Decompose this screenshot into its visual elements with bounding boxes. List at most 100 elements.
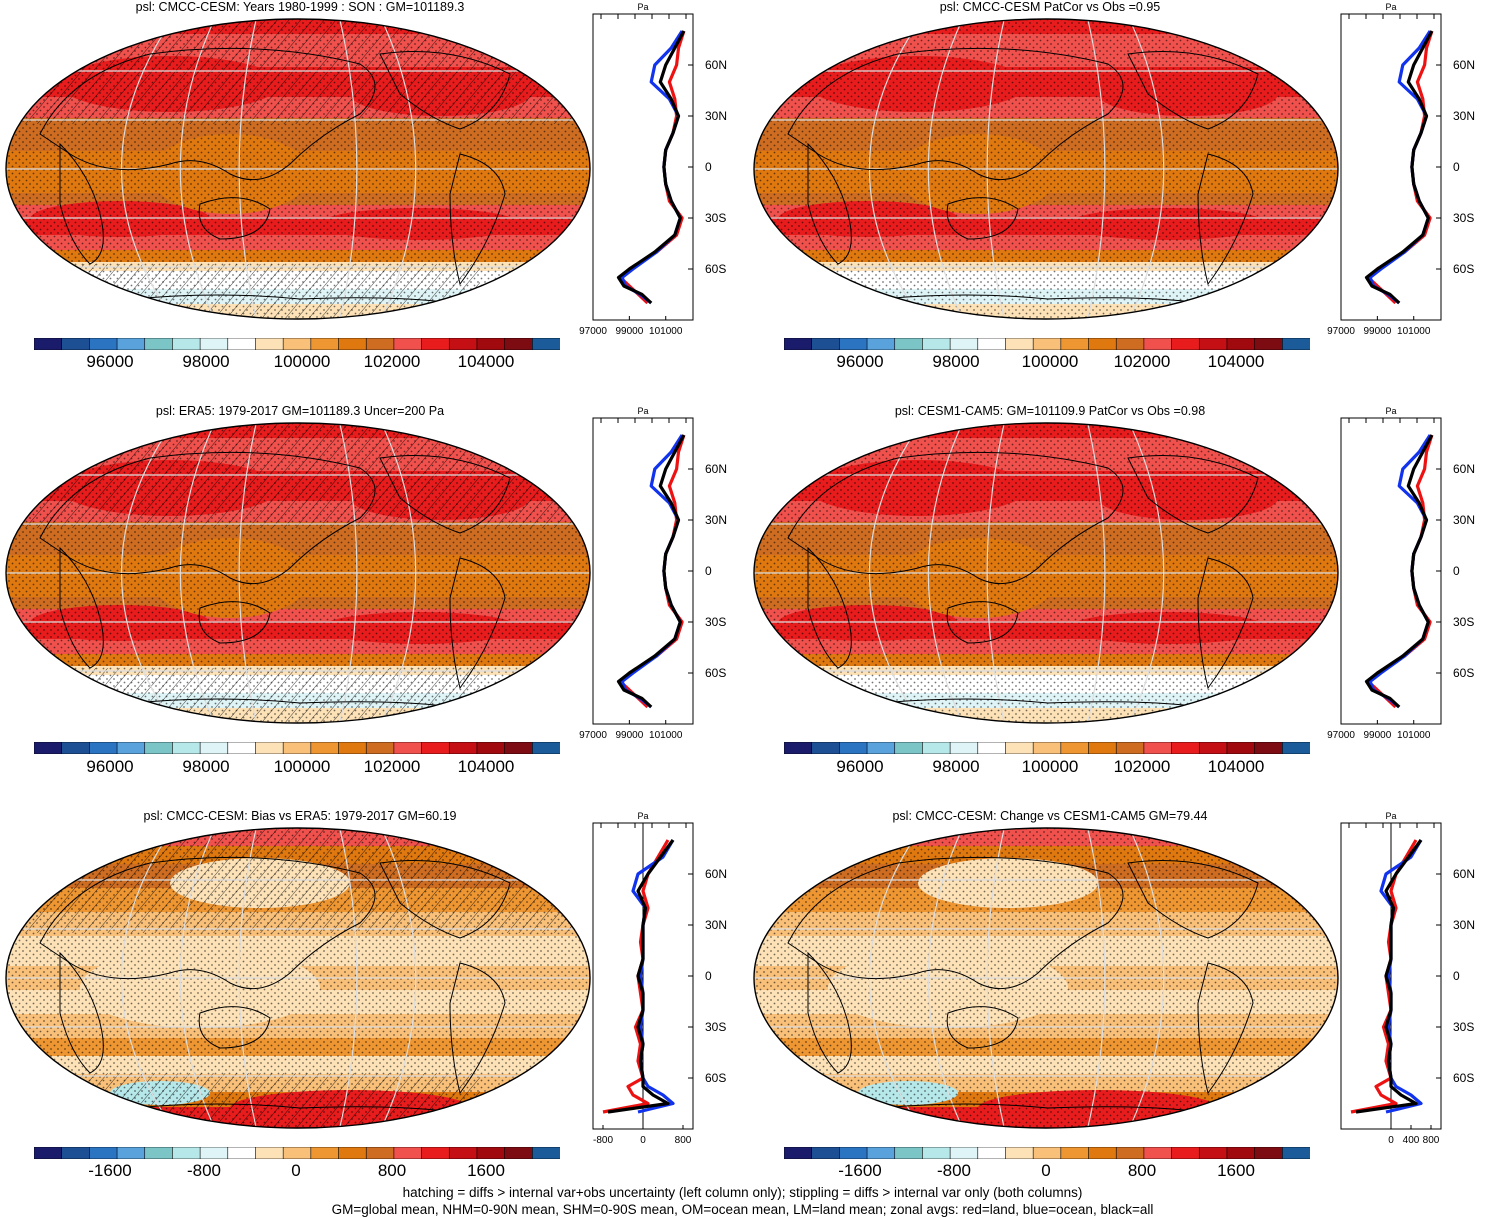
- cbar5-label: -800: [186, 1161, 222, 1180]
- coastline-eurasia: [787, 451, 1124, 585]
- colorbar-swatch: [116, 742, 146, 754]
- longitude-line: [927, 828, 964, 1128]
- profile-series-all: [616, 30, 686, 305]
- hatching: [6, 19, 590, 124]
- coastline-south-america: [449, 557, 506, 690]
- profile-lat-label: 60N: [1453, 867, 1475, 881]
- zonal-profile-1: Pa 60N 30N 0 30S 60S 97000 99000 101000: [579, 2, 727, 337]
- graticule: [754, 19, 1338, 319]
- longitude-line: [986, 828, 1005, 1128]
- panel-title-5: psl: CMCC-CESM: Bias vs ERA5: 1979-2017 …: [143, 809, 457, 823]
- colorbar-swatch: [1198, 1147, 1228, 1159]
- colorbar-swatch: [866, 1147, 896, 1159]
- longitude-line: [380, 423, 417, 723]
- coastline-south-america: [1197, 962, 1254, 1095]
- coastline-australia: [946, 197, 1019, 240]
- colorbar-swatch: [866, 742, 896, 754]
- longitude-line: [380, 828, 417, 1128]
- cbar6-label: -800: [936, 1161, 972, 1180]
- profile-x-label: 99000: [615, 326, 643, 337]
- longitude-line: [238, 828, 257, 1128]
- colorbar-swatch: [784, 1147, 813, 1159]
- profile-x-label: -800: [593, 1135, 613, 1146]
- colorbar-swatch: [476, 338, 506, 350]
- map-outline: [753, 18, 1339, 320]
- cbar4-label: 104000: [1207, 757, 1265, 776]
- longitude-line: [339, 828, 358, 1128]
- colorbar-swatch: [1282, 1147, 1310, 1159]
- colorbar-3: [34, 742, 560, 754]
- colorbar-swatch: [839, 1147, 868, 1159]
- coastline-south-america: [1197, 557, 1254, 690]
- colorbar-swatch: [365, 742, 395, 754]
- profile-x-label: 97000: [579, 326, 607, 337]
- panel-title-1: psl: CMCC-CESM: Years 1980-1999 : SON : …: [135, 0, 465, 14]
- profile-lat-label: 30N: [705, 109, 727, 123]
- panel-title-2: psl: CMCC-CESM PatCor vs Obs =0.95: [939, 0, 1161, 14]
- graticule: [754, 828, 1338, 1128]
- profile-lat-label: 60S: [705, 262, 726, 276]
- profile-x-label: 101000: [649, 326, 683, 337]
- cbar4-label: 100000: [1021, 757, 1079, 776]
- colorbar-swatch: [922, 742, 951, 754]
- colorbar-swatch: [1032, 338, 1062, 350]
- panel-title-4: psl: CESM1-CAM5: GM=101109.9 PatCor vs O…: [894, 404, 1206, 418]
- colorbar-swatch: [421, 338, 451, 350]
- profile-x-label: 101000: [1397, 730, 1431, 741]
- colorbar-swatch: [811, 742, 841, 754]
- colorbar-swatch: [949, 742, 979, 754]
- cbar4-label: 98000: [932, 757, 980, 776]
- coastline-north-america: [379, 51, 511, 130]
- hatching: [60, 264, 480, 319]
- colorbar-swatch: [1088, 338, 1118, 350]
- colorbar-swatch: [1143, 1147, 1173, 1159]
- longitude-line: [1128, 828, 1165, 1128]
- map-field: [754, 423, 1338, 723]
- coastline-north-america: [1127, 860, 1259, 939]
- longitude-line: [380, 19, 417, 319]
- map-panel-6: [753, 827, 1339, 1129]
- colorbar-swatch: [866, 338, 896, 350]
- colorbar-swatch: [784, 742, 813, 754]
- cbar1-label: 96000: [86, 352, 134, 371]
- profile-lat-label: 30N: [1453, 109, 1475, 123]
- colorbar-swatch: [894, 1147, 924, 1159]
- profile-lat-label: 0: [705, 969, 712, 983]
- longitude-line: [238, 19, 257, 319]
- colorbar-swatch: [338, 1147, 368, 1159]
- colorbar-swatch: [1115, 1147, 1145, 1159]
- cbar6-label: 800: [1127, 1161, 1157, 1180]
- footer-note-means: GM=global mean, NHM=0-90N mean, SHM=0-90…: [331, 1202, 1154, 1217]
- coastline-africa: [59, 546, 104, 669]
- colorbar-swatch: [393, 742, 423, 754]
- colorbar-swatch: [61, 742, 91, 754]
- colorbar-swatch: [1171, 338, 1201, 350]
- coastline-north-america: [1127, 455, 1259, 534]
- colorbar-swatch: [172, 1147, 201, 1159]
- colorbar-swatch: [1171, 1147, 1201, 1159]
- colorbar-swatch: [116, 338, 146, 350]
- coastline-eurasia: [39, 856, 376, 990]
- profile-lat-label: 0: [1453, 969, 1460, 983]
- colorbar-swatch: [977, 1147, 1007, 1159]
- colorbar-swatch: [1060, 1147, 1090, 1159]
- cbar2-label: 98000: [932, 352, 980, 371]
- cbar3-label: 102000: [363, 757, 421, 776]
- profile-x-label: 99000: [1363, 326, 1391, 337]
- profile-x-label: 97000: [1327, 326, 1355, 337]
- colorbar-swatch: [504, 742, 534, 754]
- cbar4-label: 102000: [1113, 757, 1171, 776]
- profile-lat-label: 30N: [1453, 918, 1475, 932]
- colorbar-6: [784, 1147, 1310, 1159]
- colorbar-swatch: [199, 742, 229, 754]
- colorbar-swatch: [1032, 1147, 1062, 1159]
- cbar1-label: 98000: [182, 352, 230, 371]
- colorbar-swatch: [255, 742, 284, 754]
- coastline-north-america: [1127, 51, 1259, 130]
- panel-title-3: psl: ERA5: 1979-2017 GM=101189.3 Uncer=2…: [155, 404, 445, 418]
- colorbar-swatch: [255, 338, 284, 350]
- longitude-line: [339, 19, 358, 319]
- colorbar-swatch: [421, 742, 451, 754]
- colorbar-swatch: [89, 742, 118, 754]
- profile-x-label: 0: [640, 1135, 646, 1146]
